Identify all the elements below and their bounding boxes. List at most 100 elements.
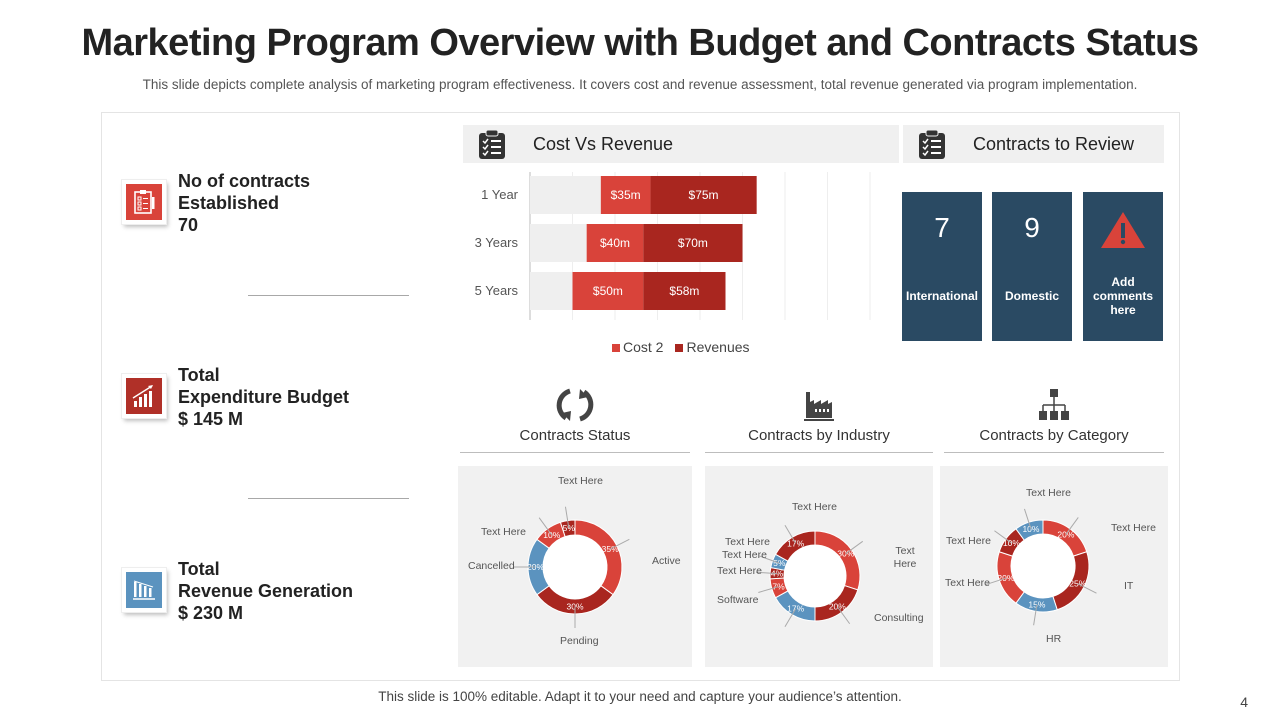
leader-line	[784, 608, 797, 628]
panel-title: Cost Vs Revenue	[533, 133, 674, 154]
leader-line	[758, 586, 779, 593]
tile-value: 7	[934, 212, 950, 243]
section-contracts-status: Contracts Status	[460, 385, 690, 453]
tile-international: 7 International	[902, 192, 982, 341]
divider	[248, 295, 409, 296]
tile-label: comments	[1092, 289, 1154, 303]
kpi-label: Total	[178, 559, 220, 579]
slice-percent-label: 4%	[771, 569, 784, 579]
warning-icon	[1101, 212, 1145, 248]
slice-percent-label: 10%	[543, 530, 560, 540]
donut-label: Pending	[560, 635, 599, 647]
slice-percent-label: 17%	[787, 604, 804, 614]
bar-cost	[586, 224, 644, 262]
cost-vs-revenue-header: Cost Vs Revenue	[463, 125, 899, 163]
contracts-by-industry-donut: 30%20%17%7%4%5%17%	[756, 524, 864, 628]
donut-label: Text Here	[792, 501, 837, 513]
kpi-label: Established	[178, 193, 280, 213]
section-title: Contracts Status	[519, 427, 631, 444]
donut-label: Text Here	[1111, 522, 1156, 534]
bar-data-label: $40m	[600, 236, 630, 250]
leader-line	[609, 538, 630, 550]
y-tick-label: 3 Years	[475, 235, 519, 250]
slice-percent-label: 20%	[527, 562, 544, 572]
factory-icon	[804, 392, 834, 421]
leader-line	[1077, 583, 1097, 594]
contracts-by-category-donut: 20%25%15%20%10%10%	[985, 508, 1097, 626]
clipboard-checklist-icon	[919, 129, 945, 159]
page-title: Marketing Program Overview with Budget a…	[81, 22, 1199, 64]
leader-line	[985, 577, 1007, 586]
kpi-value: $ 230 M	[178, 603, 244, 623]
leader-line	[836, 606, 851, 625]
tile-label: Add	[1111, 275, 1135, 289]
slice-percent-label: 15%	[1028, 600, 1045, 610]
slice-percent-label: 10%	[1022, 524, 1039, 534]
bar-base-segment	[530, 176, 601, 214]
kpi-label: No of contracts	[178, 171, 311, 191]
kpi-value: 70	[178, 215, 199, 235]
slice-percent-label: 20%	[997, 573, 1014, 583]
y-tick-label: 5 Years	[475, 283, 519, 298]
legend-item-revenues: Revenues	[675, 339, 750, 355]
donut-label: Text Here	[717, 565, 762, 577]
section-underline	[460, 452, 690, 453]
kpi-label: Total	[178, 365, 220, 385]
leader-line	[1065, 517, 1079, 535]
bar-chart-declining-icon	[121, 567, 167, 613]
bar-data-label: $50m	[593, 284, 623, 298]
slice-percent-label: 5%	[563, 523, 576, 533]
bar-cost	[572, 272, 644, 310]
page-number: 4	[1240, 694, 1248, 710]
donut-label: HR	[1046, 633, 1062, 645]
checklist-icon	[121, 179, 167, 225]
donut-center	[543, 535, 607, 599]
kpi-label: Expenditure Budget	[178, 387, 350, 407]
org-hierarchy-icon	[1039, 389, 1069, 420]
tile-label: International	[905, 289, 978, 303]
donut-label: Text Here	[946, 535, 991, 547]
section-contracts-by-industry: Contracts by Industry	[705, 385, 933, 453]
section-contracts-by-category: Contracts by Category	[944, 385, 1164, 453]
tile-domestic: 9 Domestic	[992, 192, 1072, 341]
bar-base-segment	[530, 272, 573, 310]
donut-center	[784, 545, 846, 607]
chart-legend: Cost 2 Revenues	[612, 339, 750, 355]
bar-data-label: $58m	[669, 284, 699, 298]
section-title: Contracts by Industry	[748, 427, 890, 444]
leader-line	[845, 540, 864, 555]
bar-revenue	[650, 176, 757, 214]
tile-value: 9	[1024, 212, 1040, 243]
donut-label: Text Here	[725, 536, 770, 548]
kpi-revenue-generation: Total Revenue Generation $ 230 M	[121, 559, 353, 624]
bar-data-label: $35m	[611, 188, 641, 202]
section-underline	[705, 452, 933, 453]
section-title: Contracts by Category	[979, 427, 1129, 444]
legend-swatch	[612, 344, 620, 352]
legend-label: Cost 2	[623, 339, 664, 355]
leader-line	[1023, 508, 1032, 530]
bar-data-label: $75m	[689, 188, 719, 202]
bar-base-segment	[530, 224, 587, 262]
tile-add-comments[interactable]: Add comments here	[1083, 192, 1163, 341]
refresh-cycle-icon	[556, 388, 594, 422]
legend-label: Revenues	[686, 339, 750, 355]
leader-line	[1033, 604, 1038, 626]
donut-label: Text Here	[893, 545, 917, 570]
donut-label: Text Here	[1026, 487, 1071, 499]
leader-line	[538, 517, 553, 536]
donut-label: Text Here	[722, 549, 767, 561]
section-underline	[944, 452, 1164, 453]
kpi-contracts-established: No of contracts Established 70	[121, 171, 310, 236]
slice-percent-label: 17%	[787, 538, 804, 548]
kpi-value: $ 145 M	[178, 409, 244, 429]
donut-label: Consulting	[874, 612, 924, 624]
donut-label: Text Here	[945, 577, 990, 589]
panel-title: Contracts to Review	[973, 133, 1135, 154]
leader-line	[784, 524, 797, 544]
donut-label: Software	[717, 594, 759, 606]
growth-chart-icon	[121, 373, 167, 419]
contracts-to-review-header: Contracts to Review	[903, 125, 1164, 163]
leader-line	[756, 571, 778, 575]
tile-label: Domestic	[1004, 289, 1060, 303]
